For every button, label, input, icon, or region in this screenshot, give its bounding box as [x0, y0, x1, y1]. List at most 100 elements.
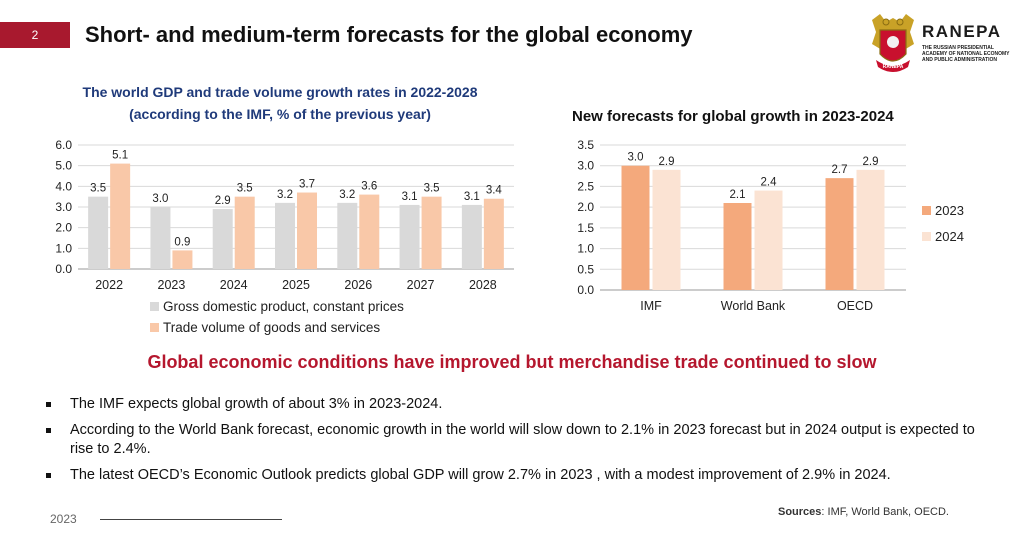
data-label: 3.5 — [90, 183, 106, 195]
y-tick-label: 5.0 — [55, 159, 72, 173]
y-tick-label: 6.0 — [55, 138, 72, 152]
data-label: 3.2 — [339, 189, 355, 201]
bullet-marker — [46, 428, 51, 433]
y-tick-label: 0.0 — [577, 283, 594, 297]
chart1-title-line: (according to the IMF, % of the previous… — [129, 106, 431, 122]
chart1-title: The world GDP and trade volume growth ra… — [30, 81, 530, 125]
page-title: Short- and medium-term forecasts for the… — [85, 22, 693, 47]
data-label: 3.6 — [361, 181, 377, 193]
footer-divider — [100, 519, 282, 520]
data-label: 2.7 — [832, 164, 848, 176]
data-label: 2.9 — [215, 195, 231, 207]
bar — [399, 204, 420, 269]
data-label: 3.5 — [237, 183, 253, 195]
x-tick-label: 2025 — [282, 278, 310, 292]
bar — [461, 204, 482, 269]
chart2-title: New forecasts for global growth in 2023-… — [572, 108, 894, 125]
data-label: 3.7 — [299, 179, 315, 191]
bar — [337, 202, 358, 269]
y-tick-label: 0.0 — [55, 262, 72, 276]
bar — [856, 169, 885, 290]
bar — [88, 196, 109, 269]
headline: Global economic conditions have improved… — [147, 352, 877, 372]
bar — [621, 165, 650, 290]
bullet-list: The IMF expects global growth of about 3… — [44, 395, 984, 492]
sources-label: Sources — [778, 506, 822, 518]
bar — [421, 196, 442, 269]
x-tick-label: 2026 — [344, 278, 372, 292]
logo-subtitle-line: THE RUSSIAN PRESIDENTIAL — [922, 45, 994, 51]
bar — [297, 192, 317, 269]
bullet-text: The IMF expects global growth of about 3… — [70, 396, 443, 412]
y-tick-label: 4.0 — [55, 179, 72, 193]
x-tick-label: World Bank — [721, 299, 786, 313]
x-tick-label: 2022 — [95, 278, 123, 292]
bar — [110, 163, 131, 269]
data-label: 2.9 — [659, 156, 675, 168]
y-tick-label: 1.0 — [577, 242, 594, 256]
sources: Sources: IMF, World Bank, OECD. — [778, 506, 949, 518]
y-tick-label: 1.5 — [577, 221, 594, 235]
bar — [754, 190, 783, 290]
emblem-text: RANEPA — [883, 64, 904, 70]
bar — [652, 169, 681, 290]
data-label: 3.4 — [486, 185, 503, 197]
ranepa-logo: RANEPA RANEPA THE RUSSIAN PRESIDENTIAL A… — [866, 10, 1016, 82]
chart1-title-line: The world GDP and trade volume growth ra… — [82, 84, 478, 100]
footer-year: 2023 — [50, 512, 77, 526]
y-tick-label: 3.0 — [55, 200, 72, 214]
data-label: 3.0 — [152, 193, 168, 205]
data-label: 3.5 — [424, 183, 440, 195]
y-tick-label: 0.5 — [577, 262, 594, 276]
sources-text: : IMF, World Bank, OECD. — [821, 506, 949, 518]
bullet-item: According to the World Bank forecast, ec… — [44, 421, 984, 459]
data-label: 5.1 — [112, 150, 128, 162]
legend-swatch — [922, 206, 931, 215]
chart-global-growth: 0.0 0.5 1.0 1.5 2.0 2.5 3.0 3.5 3.0 2.9 IMF 2.1 2.4 W… — [577, 138, 964, 313]
logo-subtitle-line: ACADEMY OF NATIONAL ECONOMY — [922, 51, 1010, 57]
legend-label: 2024 — [935, 229, 964, 244]
x-tick-label: 2028 — [469, 278, 497, 292]
x-tick-label: OECD — [837, 299, 873, 313]
bullet-text: According to the World Bank forecast, ec… — [70, 422, 975, 457]
data-label: 3.0 — [628, 152, 644, 164]
legend-label: Gross domestic product, constant prices — [163, 299, 404, 314]
bullet-marker — [46, 402, 51, 407]
y-tick-label: 3.0 — [577, 159, 594, 173]
x-tick-label: 2027 — [407, 278, 435, 292]
bar — [723, 203, 752, 290]
legend-swatch — [922, 232, 931, 241]
bullet-item: The latest OECD’s Economic Outlook predi… — [44, 466, 984, 485]
legend-label: Trade volume of goods and services — [163, 320, 380, 335]
x-tick-label: 2023 — [158, 278, 186, 292]
legend-swatch — [150, 302, 159, 311]
logo-subtitle: THE RUSSIAN PRESIDENTIAL ACADEMY OF NATI… — [922, 45, 1014, 63]
bar — [234, 196, 255, 269]
x-tick-label: 2024 — [220, 278, 248, 292]
bar — [172, 250, 193, 269]
bullet-item: The IMF expects global growth of about 3… — [44, 395, 984, 414]
legend-swatch — [150, 323, 159, 332]
bullet-text: The latest OECD’s Economic Outlook predi… — [70, 467, 891, 483]
data-label: 3.1 — [464, 191, 480, 203]
y-tick-label: 2.0 — [577, 200, 594, 214]
data-label: 2.9 — [863, 156, 879, 168]
data-label: 3.2 — [277, 189, 293, 201]
bar — [150, 207, 171, 269]
bar — [275, 202, 295, 269]
data-label: 3.1 — [402, 191, 418, 203]
slide-number: 2 — [0, 22, 70, 48]
x-tick-label: IMF — [640, 299, 662, 313]
bar — [825, 178, 854, 290]
logo-subtitle-line: AND PUBLIC ADMINISTRATION — [922, 57, 997, 63]
bar — [359, 194, 380, 269]
y-tick-label: 3.5 — [577, 138, 594, 152]
bar — [483, 198, 504, 269]
y-tick-label: 2.0 — [55, 221, 72, 235]
data-label: 2.1 — [730, 189, 746, 201]
bar — [212, 209, 233, 269]
legend-label: 2023 — [935, 203, 964, 218]
y-tick-label: 2.5 — [577, 179, 594, 193]
emblem-icon: RANEPA — [872, 14, 914, 72]
data-label: 2.4 — [761, 177, 778, 189]
